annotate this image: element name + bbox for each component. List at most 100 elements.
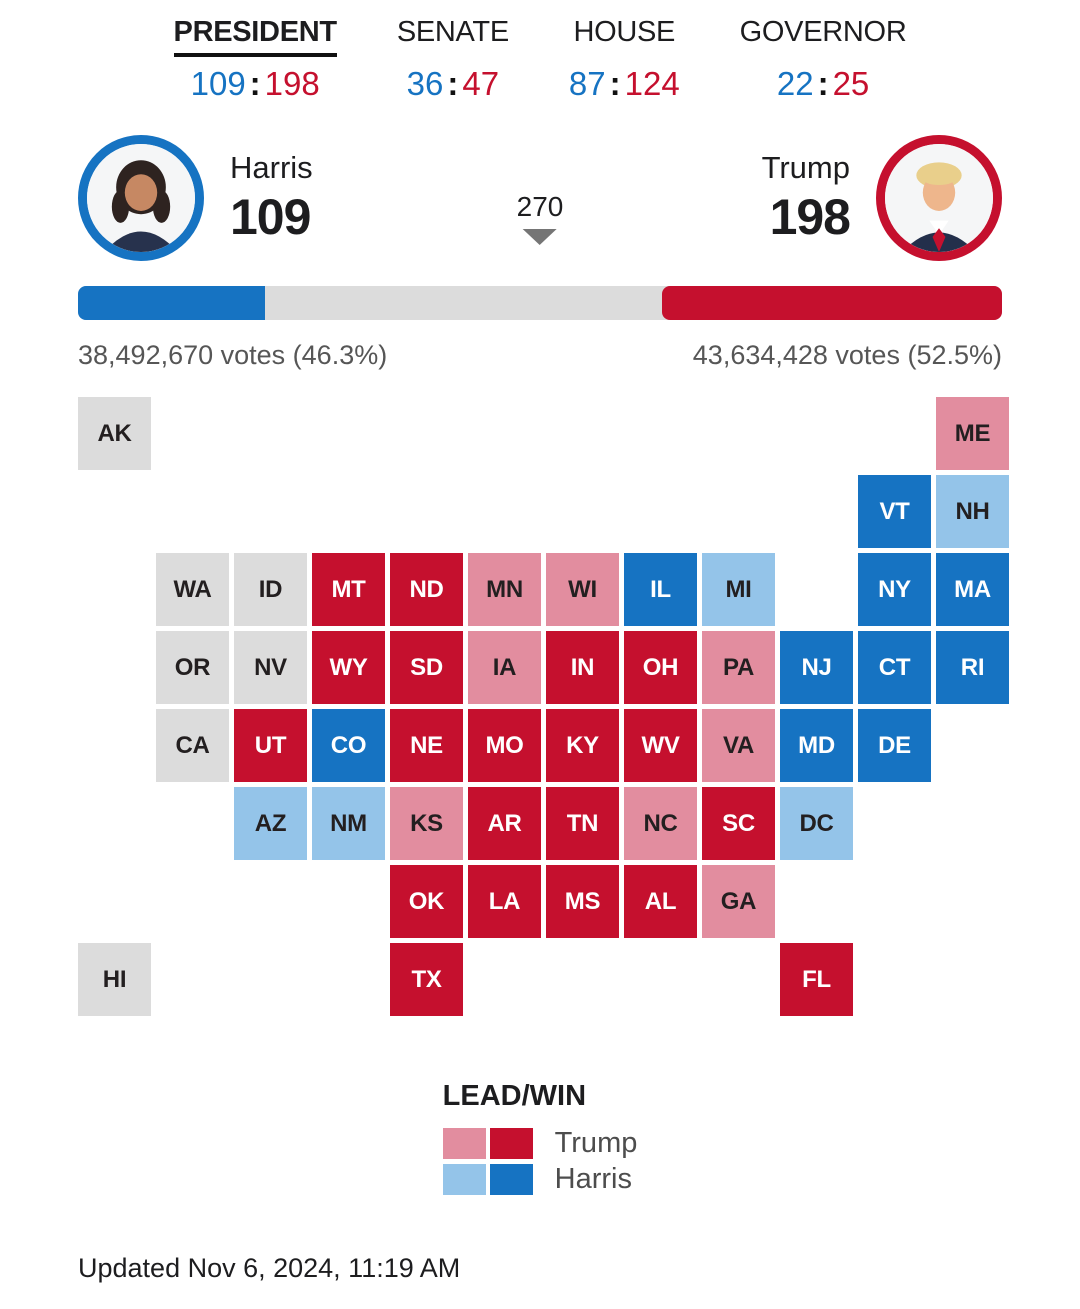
tab-house-label: HOUSE	[573, 16, 676, 48]
state-tile-oh[interactable]: OH	[624, 631, 697, 704]
state-tile-ca[interactable]: CA	[156, 709, 229, 782]
harris-name: Harris	[230, 150, 313, 186]
legend-label-harris: Harris	[554, 1163, 632, 1195]
tab-house-score: 87:124	[569, 65, 680, 103]
state-tile-md[interactable]: MD	[780, 709, 853, 782]
trump-popular-vote: 43,634,428 votes (52.5%)	[692, 340, 1002, 370]
rep-score: 198	[264, 65, 320, 102]
harris-text: Harris 109	[230, 151, 313, 244]
race-tabs: PRESIDENT 109:198 SENATE 36:47 HOUSE 87:…	[78, 0, 1002, 103]
state-tile-id[interactable]: ID	[234, 553, 307, 626]
tab-governor[interactable]: GOVERNOR 22:25	[740, 16, 907, 103]
state-tile-il[interactable]: IL	[624, 553, 697, 626]
state-tile-mt[interactable]: MT	[312, 553, 385, 626]
rep-score: 47	[462, 65, 500, 102]
trump-win-swatch	[489, 1128, 533, 1159]
state-tile-ms[interactable]: MS	[546, 865, 619, 938]
score-separator: :	[817, 65, 829, 102]
state-tile-me[interactable]: ME	[936, 397, 1009, 470]
score-separator: :	[447, 65, 459, 102]
state-tile-fl[interactable]: FL	[780, 943, 853, 1016]
state-tile-wi[interactable]: WI	[546, 553, 619, 626]
state-tile-wa[interactable]: WA	[156, 553, 229, 626]
state-tile-ny[interactable]: NY	[858, 553, 931, 626]
state-tile-de[interactable]: DE	[858, 709, 931, 782]
harris-win-swatch	[489, 1164, 533, 1195]
state-tile-ar[interactable]: AR	[468, 787, 541, 860]
harris-summary: Harris 109	[78, 135, 313, 261]
candidate-scoreboard: Harris 109 270 Trump	[78, 133, 1002, 263]
state-tile-mi[interactable]: MI	[702, 553, 775, 626]
state-tile-ia[interactable]: IA	[468, 631, 541, 704]
legend-row-harris: Harris	[442, 1163, 638, 1196]
state-tile-nv[interactable]: NV	[234, 631, 307, 704]
person-portrait-icon	[885, 144, 993, 252]
harris-bar-fill	[78, 286, 266, 320]
state-tile-or[interactable]: OR	[156, 631, 229, 704]
state-tile-mn[interactable]: MN	[468, 553, 541, 626]
state-tile-nd[interactable]: ND	[390, 553, 463, 626]
state-tile-mo[interactable]: MO	[468, 709, 541, 782]
tab-president-score: 109:198	[174, 65, 337, 103]
tab-governor-label: GOVERNOR	[739, 16, 907, 48]
state-tile-nc[interactable]: NC	[624, 787, 697, 860]
harris-lead-swatch	[442, 1164, 486, 1195]
harris-avatar	[78, 135, 204, 261]
trump-text: Trump 198	[761, 150, 851, 245]
trump-electoral-votes: 198	[769, 188, 851, 245]
trump-lead-swatch	[442, 1128, 486, 1159]
threshold-arrow-icon	[523, 229, 557, 245]
state-tile-co[interactable]: CO	[312, 709, 385, 782]
state-tile-va[interactable]: VA	[702, 709, 775, 782]
rep-score: 124	[624, 65, 680, 102]
legend-row-trump: Trump	[442, 1127, 638, 1160]
updated-timestamp: Updated Nov 6, 2024, 11:19 AM	[78, 1253, 461, 1283]
dem-score: 109	[190, 65, 246, 102]
state-tile-ne[interactable]: NE	[390, 709, 463, 782]
state-tile-ri[interactable]: RI	[936, 631, 1009, 704]
state-tile-wv[interactable]: WV	[624, 709, 697, 782]
trump-summary: Trump 198	[762, 135, 1002, 261]
state-tile-hi[interactable]: HI	[78, 943, 151, 1016]
legend: LEAD/WIN Trump Harris	[442, 1080, 638, 1196]
score-separator: :	[609, 65, 621, 102]
state-tile-ma[interactable]: MA	[936, 553, 1009, 626]
state-tile-nh[interactable]: NH	[936, 475, 1009, 548]
person-portrait-icon	[87, 144, 195, 252]
state-tile-la[interactable]: LA	[468, 865, 541, 938]
state-tile-al[interactable]: AL	[624, 865, 697, 938]
trump-bar-fill	[661, 286, 1002, 320]
dem-score: 87	[568, 65, 606, 102]
tab-president-label: PRESIDENT	[173, 16, 337, 57]
state-tile-ak[interactable]: AK	[78, 397, 151, 470]
state-tile-sc[interactable]: SC	[702, 787, 775, 860]
state-tile-map: AK ME VT NH WA ID MT ND MN WI IL MI NY MA OR NV WY SD IA IN…	[78, 397, 1009, 1016]
state-tile-az[interactable]: AZ	[234, 787, 307, 860]
state-tile-pa[interactable]: PA	[702, 631, 775, 704]
state-tile-dc[interactable]: DC	[780, 787, 853, 860]
state-tile-tx[interactable]: TX	[390, 943, 463, 1016]
state-tile-in[interactable]: IN	[546, 631, 619, 704]
tab-senate[interactable]: SENATE 36:47	[397, 16, 509, 103]
trump-name: Trump	[761, 150, 850, 186]
popular-vote-row: 38,492,670 votes (46.3%) 43,634,428 vote…	[78, 340, 1002, 371]
state-tile-ut[interactable]: UT	[234, 709, 307, 782]
tab-president[interactable]: PRESIDENT 109:198	[173, 16, 337, 103]
state-tile-ky[interactable]: KY	[546, 709, 619, 782]
state-tile-vt[interactable]: VT	[858, 475, 931, 548]
state-tile-ok[interactable]: OK	[390, 865, 463, 938]
state-tile-tn[interactable]: TN	[546, 787, 619, 860]
state-tile-nj[interactable]: NJ	[780, 631, 853, 704]
state-tile-nm[interactable]: NM	[312, 787, 385, 860]
state-tile-sd[interactable]: SD	[390, 631, 463, 704]
score-separator: :	[249, 65, 261, 102]
dem-score: 22	[776, 65, 814, 102]
state-tile-wy[interactable]: WY	[312, 631, 385, 704]
tab-governor-score: 22:25	[740, 65, 907, 103]
tab-house[interactable]: HOUSE 87:124	[569, 16, 680, 103]
legend-label-trump: Trump	[554, 1127, 638, 1159]
state-tile-ct[interactable]: CT	[858, 631, 931, 704]
state-tile-ks[interactable]: KS	[390, 787, 463, 860]
state-tile-ga[interactable]: GA	[702, 865, 775, 938]
